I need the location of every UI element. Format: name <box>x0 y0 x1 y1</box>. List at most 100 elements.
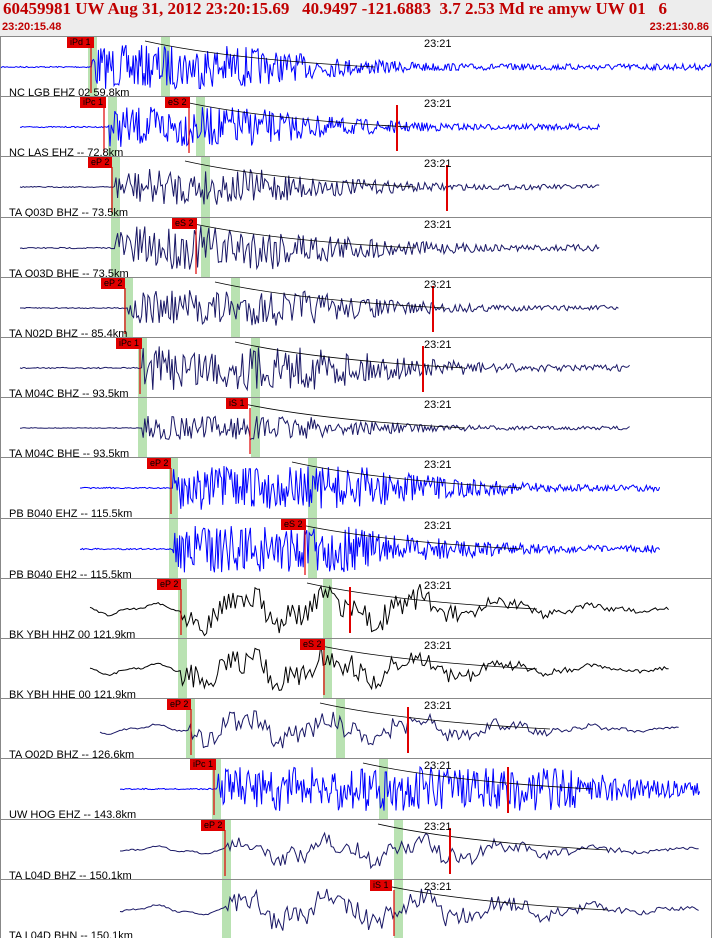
channel-label: TA L04D BHZ -- 150.1km <box>9 869 132 881</box>
waveform-trace <box>19 225 600 270</box>
p-arrival-band <box>222 879 231 938</box>
waveform-trace <box>19 169 600 206</box>
s-arrival-band <box>201 217 210 278</box>
s-arrival-band <box>308 518 317 579</box>
phase-pick-flag[interactable]: eP 2 <box>101 277 126 289</box>
minute-tick-label: 23:21 <box>424 760 452 773</box>
minute-tick-label: 23:21 <box>424 579 452 592</box>
trace-panel[interactable]: 23:21 eP 2 BK YBH HHZ 00 121.9km <box>0 577 712 640</box>
minute-tick-label: 23:21 <box>424 880 452 893</box>
channel-label: BK YBH HHZ 00 121.9km <box>9 628 136 640</box>
waveform-trace <box>79 466 661 511</box>
p-arrival-band <box>178 639 187 699</box>
waveform-plot <box>119 879 699 938</box>
travel-time-curve <box>234 341 466 369</box>
trace-panel[interactable]: 23:21 eS 2 PB B040 EH2 -- 115.5km <box>0 517 712 580</box>
channel-label: BK YBH HHE 00 121.9km <box>9 689 136 700</box>
minute-tick-label: 23:21 <box>424 399 452 412</box>
minute-tick-label: 23:21 <box>424 700 452 713</box>
s-arrival-band <box>161 37 170 97</box>
phase-pick-flag[interactable]: iS 1 <box>226 398 248 410</box>
phase-pick-flag[interactable]: eP 2 <box>167 699 192 711</box>
p-arrival-band <box>138 338 147 398</box>
p-arrival-band <box>88 37 97 97</box>
waveform-plot <box>20 277 619 338</box>
waveform-trace <box>89 583 669 637</box>
channel-label: PB B040 EHZ -- 115.5km <box>9 508 133 520</box>
travel-time-curve <box>234 401 466 429</box>
phase-pick-flag[interactable]: iS 1 <box>370 879 392 891</box>
trace-panel[interactable]: 23:21 iS 1 TA L04D BHN -- 150.1km <box>0 878 712 938</box>
phase-pick-flag[interactable]: eP 2 <box>147 458 172 470</box>
travel-time-curve <box>184 161 416 188</box>
minute-tick-label: 23:21 <box>424 459 452 472</box>
phase-pick-flag[interactable]: eP 2 <box>157 578 182 590</box>
p-arrival-band <box>169 458 178 519</box>
waveform-plot <box>19 338 630 398</box>
channel-label: TA M04C BHZ -- 93.5km <box>9 388 129 399</box>
frame-left <box>0 36 1 938</box>
trace-panel[interactable]: 23:21 eS 2 TA Q03D BHE -- 73.5km <box>0 216 712 279</box>
channel-label: UW HOG EHZ -- 143.8km <box>9 809 137 821</box>
phase-pick-flag[interactable]: eS 2 <box>165 97 190 109</box>
s-arrival-band <box>201 157 210 218</box>
trace-panel[interactable]: 23:21 eS 2 BK YBH HHE 00 121.9km <box>0 638 712 700</box>
waveform-plot <box>120 819 699 880</box>
minute-tick-label: 23:21 <box>424 98 452 111</box>
waveform-plot <box>79 458 661 519</box>
phase-pick-flag[interactable]: iPd 1 <box>67 37 94 48</box>
channel-label: TA N02D BHZ -- 85.4km <box>9 327 128 339</box>
start-time: 23:20:15.48 <box>2 21 62 33</box>
s-arrival-band <box>336 699 345 760</box>
trace-panel[interactable]: 23:21 iS 1 TA M04C BHE -- 93.5km <box>0 397 712 460</box>
s-arrival-band <box>323 578 332 639</box>
channel-label: TA Q03D BHZ -- 73.5km <box>9 207 128 219</box>
phase-pick-flag[interactable]: eS 2 <box>300 639 325 650</box>
travel-time-curve <box>362 763 594 790</box>
p-arrival-band <box>111 157 120 218</box>
channel-label: TA M04C BHE -- 93.5km <box>9 448 130 460</box>
trace-panel[interactable]: 23:21 iPc 1 TA M04C BHZ -- 93.5km <box>0 337 712 399</box>
waveform-trace <box>19 346 630 392</box>
travel-time-curve <box>319 702 551 730</box>
travel-time-curve <box>179 100 411 128</box>
waveform-trace <box>99 710 679 749</box>
waveform-plot <box>19 217 600 278</box>
phase-pick-flag[interactable]: eS 2 <box>172 217 197 229</box>
trace-panel[interactable]: 23:21 iPd 1 NC LGB EHZ 02 59.8km <box>0 36 712 98</box>
waveform-plot <box>89 578 669 639</box>
phase-pick-flag[interactable]: eP 2 <box>201 819 226 831</box>
phase-pick-flag[interactable]: eS 2 <box>281 518 306 530</box>
phase-pick-flag[interactable]: iPc 1 <box>80 97 107 109</box>
travel-time-curve <box>214 281 446 309</box>
trace-panel[interactable]: 23:21 eP 2 TA N02D BHZ -- 85.4km <box>0 276 712 339</box>
trace-panel[interactable]: 23:21 eP 2 PB B040 EHZ -- 115.5km <box>0 457 712 520</box>
travel-time-curve <box>184 221 416 248</box>
event-title: 60459981 UW Aug 31, 2012 23:20:15.69 40.… <box>3 0 667 18</box>
waveform-plot <box>19 157 600 218</box>
trace-panel[interactable]: 23:21 eP 2 TA Q02D BHZ -- 126.6km <box>0 698 712 761</box>
s-arrival-band <box>394 879 403 938</box>
phase-pick-flag[interactable]: iPc 1 <box>190 759 217 771</box>
minute-tick-label: 23:21 <box>424 519 452 532</box>
p-arrival-band <box>222 819 231 880</box>
trace-panel[interactable]: 23:21 iPc 1 UW HOG EHZ -- 143.8km <box>0 758 712 821</box>
trace-panel[interactable]: 23:21 eP 2 TA Q03D BHZ -- 73.5km <box>0 156 712 219</box>
phase-pick-flag[interactable]: eP 2 <box>88 157 113 169</box>
travel-time-curve <box>144 40 376 68</box>
p-arrival-band <box>108 97 117 158</box>
trace-panel[interactable]: 23:21 eP 2 TA L04D BHZ -- 150.1km <box>0 818 712 881</box>
s-arrival-band <box>231 277 240 338</box>
channel-label: TA Q03D BHE -- 73.5km <box>9 267 129 279</box>
waveform-trace <box>19 415 630 441</box>
waveform-plot <box>99 699 679 760</box>
minute-tick-label: 23:21 <box>424 339 452 351</box>
trace-panel[interactable]: 23:21 iPc 1 eS 2 NC LAS EHZ -- 72.8km <box>0 96 712 159</box>
channel-label: TA Q02D BHZ -- 126.6km <box>9 749 135 761</box>
waveform-plot <box>119 759 701 820</box>
channel-label: PB B040 EH2 -- 115.5km <box>9 568 132 580</box>
travel-time-curve <box>377 823 609 850</box>
phase-pick-flag[interactable]: iPc 1 <box>116 338 143 349</box>
minute-tick-label: 23:21 <box>424 38 452 50</box>
